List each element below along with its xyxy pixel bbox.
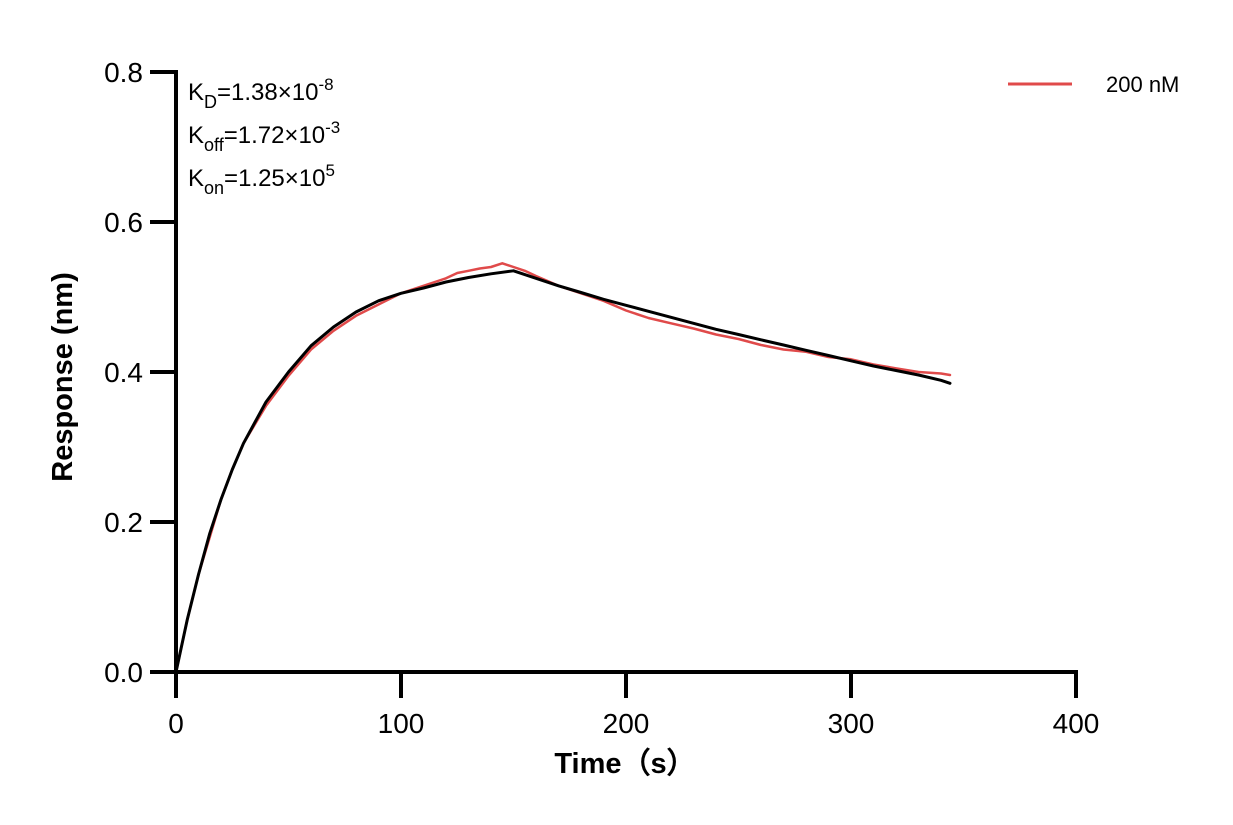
series-line-200nm: [174, 262, 952, 674]
axes: 0.0 0.2 0.4 0.6 0.8 0 100 200 300 400: [104, 57, 1099, 739]
axis-titles: Time（s） Response (nm): [47, 272, 696, 780]
kinetic-constant-annotation: Kon=1.25×105: [188, 161, 335, 198]
x-axis-title: Time（s）: [554, 747, 695, 780]
y-tick-label: 0.8: [104, 57, 143, 88]
kinetic-constants: KD=1.38×10-8 Koff=1.72×10-3 Kon=1.25×105: [188, 75, 340, 198]
x-tick-label: 0: [168, 708, 184, 739]
y-tick-label: 0.4: [104, 357, 143, 388]
x-tick-label: 400: [1053, 708, 1100, 739]
series-layer: [174, 262, 952, 674]
y-tick-label: 0.0: [104, 657, 143, 688]
kinetic-constant-annotation: KD=1.38×10-8: [188, 75, 334, 112]
x-tick-label: 200: [603, 708, 650, 739]
kinetic-constant-annotation: Koff=1.72×10-3: [188, 118, 340, 155]
legend-label: 200 nM: [1106, 72, 1179, 97]
legend: 200 nM: [1008, 72, 1179, 97]
y-tick-label: 0.6: [104, 207, 143, 238]
x-tick-label: 100: [378, 708, 425, 739]
x-tick-label: 300: [828, 708, 875, 739]
y-tick-label: 0.2: [104, 507, 143, 538]
fit-curve-line: [174, 269, 952, 674]
y-axis-title: Response (nm): [47, 272, 79, 481]
